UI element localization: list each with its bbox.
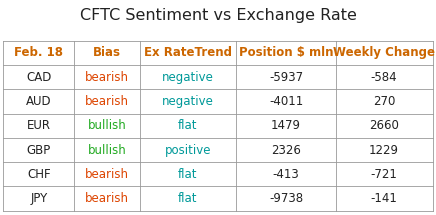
Text: bullish: bullish xyxy=(88,119,126,132)
Text: Weekly Change: Weekly Change xyxy=(333,46,435,60)
Text: -9738: -9738 xyxy=(269,192,303,205)
Text: 270: 270 xyxy=(373,95,395,108)
Text: negative: negative xyxy=(162,71,214,84)
Text: CFTC Sentiment vs Exchange Rate: CFTC Sentiment vs Exchange Rate xyxy=(79,8,357,23)
Text: flat: flat xyxy=(178,192,198,205)
Text: -4011: -4011 xyxy=(269,95,303,108)
Text: positive: positive xyxy=(165,144,211,157)
Text: 1229: 1229 xyxy=(369,144,399,157)
Text: flat: flat xyxy=(178,168,198,181)
Text: CHF: CHF xyxy=(27,168,51,181)
Text: Ex RateTrend: Ex RateTrend xyxy=(144,46,232,60)
Text: -5937: -5937 xyxy=(269,71,303,84)
Text: GBP: GBP xyxy=(27,144,51,157)
Text: Feb. 18: Feb. 18 xyxy=(14,46,63,60)
Text: bullish: bullish xyxy=(88,144,126,157)
Text: bearish: bearish xyxy=(85,95,129,108)
Text: 2660: 2660 xyxy=(369,119,399,132)
Text: AUD: AUD xyxy=(26,95,51,108)
Text: -413: -413 xyxy=(272,168,300,181)
Text: Position $ mln: Position $ mln xyxy=(239,46,333,60)
Text: CAD: CAD xyxy=(26,71,51,84)
Text: Bias: Bias xyxy=(93,46,121,60)
Text: -141: -141 xyxy=(371,192,398,205)
Text: 1479: 1479 xyxy=(271,119,301,132)
Text: EUR: EUR xyxy=(27,119,51,132)
Text: negative: negative xyxy=(162,95,214,108)
Text: -721: -721 xyxy=(371,168,398,181)
Text: flat: flat xyxy=(178,119,198,132)
Text: bearish: bearish xyxy=(85,192,129,205)
Text: -584: -584 xyxy=(371,71,398,84)
Text: 2326: 2326 xyxy=(271,144,301,157)
Text: JPY: JPY xyxy=(30,192,48,205)
Text: bearish: bearish xyxy=(85,168,129,181)
Text: bearish: bearish xyxy=(85,71,129,84)
